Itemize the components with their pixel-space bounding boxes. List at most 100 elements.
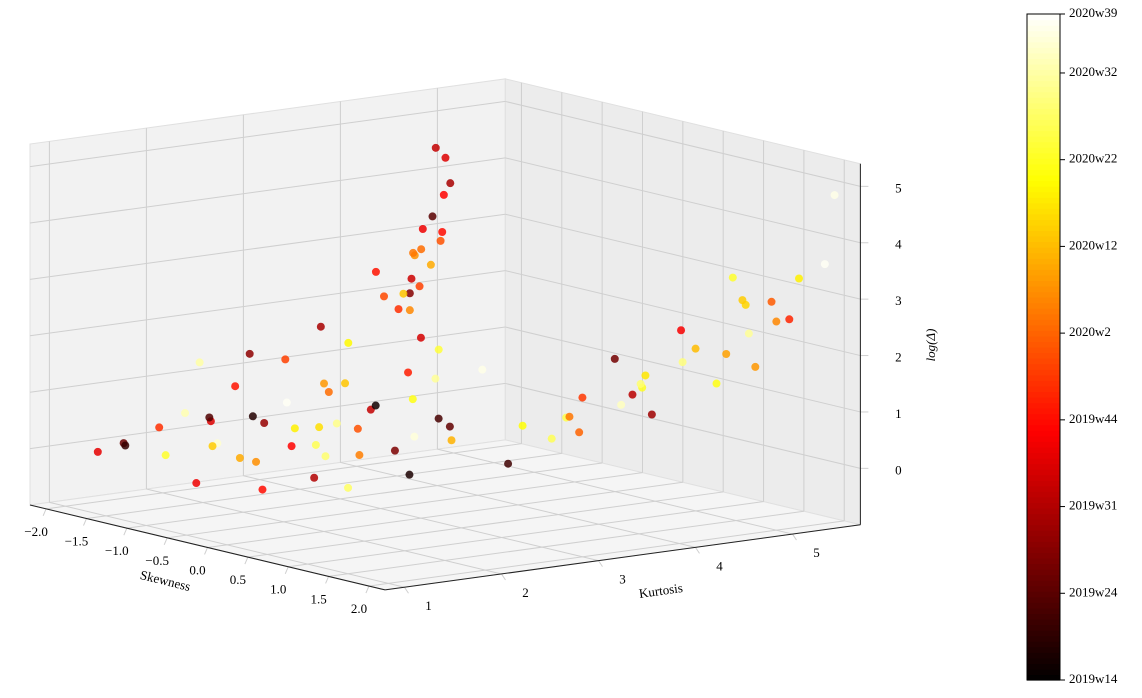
point (252, 457, 261, 466)
colorbar-segment (1027, 402, 1060, 409)
colorbar-tick-label: 2019w24 (1069, 584, 1118, 599)
point (431, 143, 440, 152)
colorbar-segment (1027, 363, 1060, 370)
colorbar-segment (1027, 202, 1060, 209)
point (820, 260, 829, 269)
y-tick-label: 4 (716, 558, 723, 573)
colorbar-segment (1027, 369, 1060, 376)
x-tick-mark (123, 527, 128, 536)
point (390, 446, 399, 455)
colorbar-segment (1027, 541, 1060, 548)
point (678, 358, 687, 367)
colorbar-segment (1027, 513, 1060, 520)
colorbar-tick-label: 2020w2 (1069, 324, 1111, 339)
colorbar-segment (1027, 385, 1060, 392)
y-tick-mark (404, 586, 409, 594)
point (192, 479, 201, 488)
colorbar-segment (1027, 396, 1060, 404)
colorbar-segment (1027, 208, 1060, 215)
point (610, 354, 619, 363)
point (290, 424, 299, 433)
grid-line (340, 461, 696, 548)
point (282, 398, 291, 407)
colorbar-segment (1027, 574, 1060, 581)
colorbar-segment (1027, 219, 1060, 226)
point (617, 400, 626, 409)
colorbar-segment (1027, 113, 1060, 121)
point (415, 282, 424, 291)
colorbar-segment (1027, 280, 1060, 287)
colorbar-segment (1027, 341, 1060, 348)
x-tick-label: 0.0 (189, 562, 205, 577)
colorbar-segment (1027, 507, 1060, 515)
point (258, 485, 267, 494)
point (371, 401, 380, 410)
colorbar-segment (1027, 524, 1060, 531)
grid-line (505, 213, 861, 300)
point (744, 329, 753, 338)
colorbar-frame (1026, 13, 1061, 681)
point (281, 355, 290, 364)
colorbar-segment (1027, 347, 1060, 354)
colorbar-segment (1027, 252, 1060, 259)
point (310, 473, 319, 482)
colorbar-segment (1027, 69, 1060, 76)
grid-line (288, 501, 764, 568)
colorbar-segment (1027, 374, 1060, 381)
point (344, 338, 353, 347)
colorbar-segment (1027, 136, 1060, 143)
x-tick-label: −0.5 (145, 553, 169, 568)
grid-line (368, 520, 845, 587)
colorbar-segment (1027, 624, 1060, 631)
colorbar-segment (1027, 546, 1060, 553)
colorbar-segment (1027, 657, 1060, 664)
colorbar-segment (1027, 458, 1060, 465)
x-tick-label: −1.5 (65, 533, 89, 548)
y-tick-mark (695, 547, 700, 554)
x-tick-mark (163, 537, 168, 546)
colorbar-segment (1027, 41, 1060, 48)
colorbar-segment (1027, 180, 1060, 187)
colorbar-segment (1027, 424, 1060, 431)
point (407, 274, 416, 283)
point (426, 260, 435, 269)
colorbar-segment (1027, 308, 1060, 315)
colorbar-tick-label: 2020w12 (1069, 237, 1117, 252)
colorbar-segment (1027, 496, 1060, 503)
point (830, 191, 839, 200)
colorbar-segment (1027, 380, 1060, 387)
colorbar-tick-label: 2019w14 (1069, 671, 1118, 686)
point (315, 423, 324, 432)
colorbar-segment (1027, 413, 1060, 420)
colorbar-segment (1027, 224, 1060, 232)
left-pane (29, 78, 506, 506)
point (641, 371, 650, 380)
z-axis-label: log(Δ) (923, 329, 938, 362)
colorbar-segment (1027, 408, 1060, 415)
colorbar-segment (1027, 607, 1060, 614)
x-tick-mark (244, 556, 249, 565)
x-tick-mark (365, 585, 370, 594)
point (751, 362, 760, 371)
point (628, 390, 637, 399)
colorbar-segment (1027, 463, 1060, 470)
z-tick-label: 4 (895, 237, 902, 252)
grid-line (29, 213, 506, 280)
colorbar-segment (1027, 319, 1060, 326)
colorbar-segment (1027, 519, 1060, 526)
y-tick-label: 2 (522, 585, 529, 600)
colorbar-segment (1027, 652, 1060, 659)
axis-line (385, 524, 861, 591)
point (321, 452, 330, 461)
colorbar-tick-label: 2019w44 (1069, 411, 1118, 426)
grid-line (328, 510, 804, 577)
colorbar-segment (1027, 30, 1060, 37)
point (434, 414, 443, 423)
colorbar-segment (1027, 585, 1060, 592)
colorbar-segment (1027, 108, 1060, 115)
point (416, 333, 425, 342)
colorbar-segment (1027, 152, 1060, 159)
x-axis-label: Skewness (139, 567, 192, 594)
x-tick-mark (83, 518, 87, 526)
point (518, 421, 527, 430)
